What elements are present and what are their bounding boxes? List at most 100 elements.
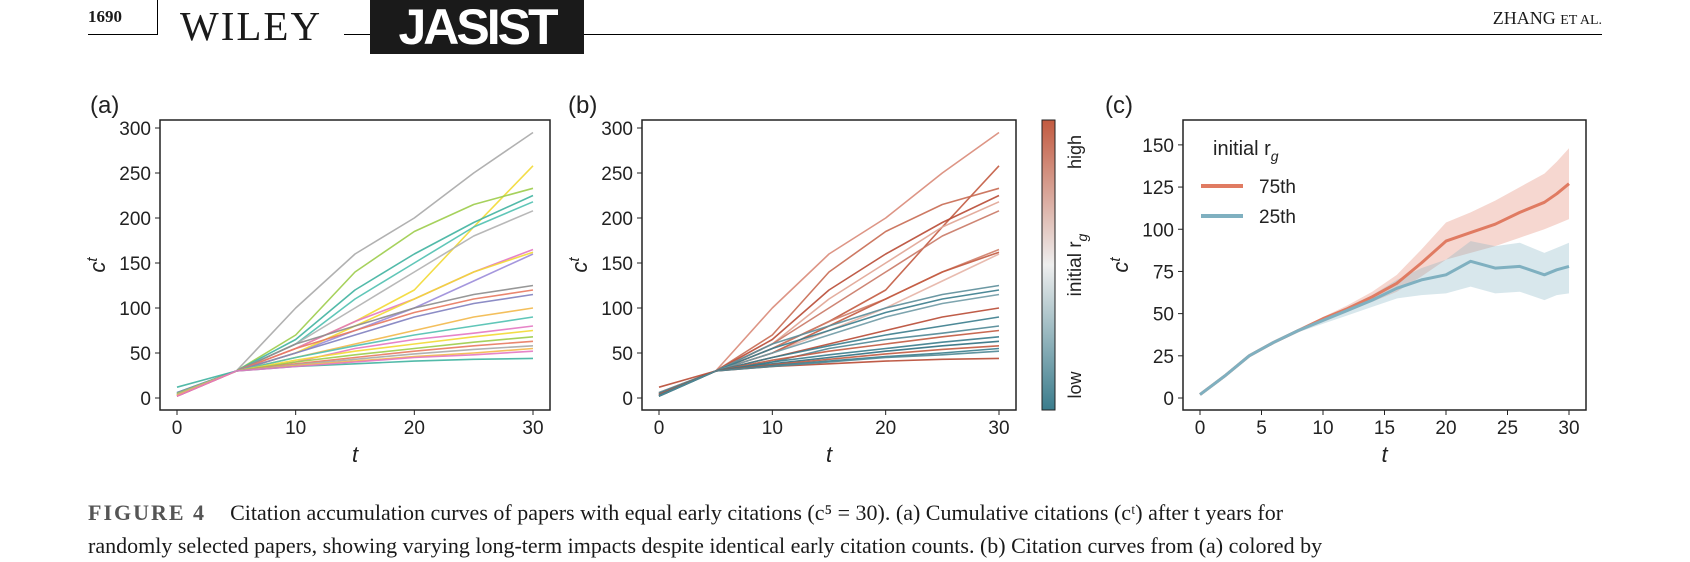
y-tick-label: 0 — [140, 389, 151, 410]
legend-entry: 75th — [1259, 177, 1296, 198]
series-line — [176, 289, 534, 397]
x-tick-label: 0 — [654, 418, 665, 439]
caption-line-1: FIGURE 4 Citation accumulation curves of … — [88, 496, 1608, 529]
legend: initial rg 75th 25th — [1201, 138, 1296, 228]
x-tick-label: 5 — [1256, 418, 1267, 439]
y-axis-label-sup: t — [1107, 257, 1124, 262]
y-tick-label: 0 — [622, 389, 633, 410]
publisher-logo: WILEY — [180, 3, 323, 49]
x-axis-label: t — [352, 442, 359, 467]
y-tick-label: 250 — [119, 164, 151, 185]
x-tick-label: 10 — [285, 418, 306, 439]
y-axis-label: ct — [566, 257, 592, 273]
header-rule-right — [584, 34, 1602, 35]
y-tick-label: 250 — [601, 164, 633, 185]
y-axis-label: ct — [84, 257, 110, 273]
series-line — [658, 201, 1000, 397]
page-header: 1690 WILEY JASIST ZHANG ET AL. — [0, 0, 1690, 60]
y-axis-label-sup: t — [566, 257, 583, 262]
plot-frame — [159, 119, 551, 411]
colorbar-high-label: high — [1065, 135, 1085, 169]
y-tick-label: 150 — [119, 254, 151, 275]
colorbar: high low initial rg — [1041, 119, 1090, 411]
x-axis-label: t — [826, 442, 833, 467]
series-line — [658, 316, 1000, 396]
x-tick-label: 30 — [988, 418, 1009, 439]
header-divider — [157, 0, 158, 34]
series-line — [176, 284, 534, 395]
series-line — [176, 350, 534, 397]
plot-frame — [641, 119, 1017, 411]
colorbar-title: initial rg — [1065, 233, 1090, 296]
y-tick-label: 25 — [1153, 347, 1174, 368]
header-rule-mid — [344, 34, 372, 35]
colorbar-title-sub: g — [1074, 233, 1090, 241]
x-tick-label: 0 — [1195, 418, 1206, 439]
series-line — [658, 350, 1000, 397]
y-tick-label: 50 — [612, 344, 633, 365]
y-axis-label-base: c — [85, 262, 110, 273]
authors-name: ZHANG — [1492, 8, 1556, 28]
y-tick-label: 200 — [601, 209, 633, 230]
authors-suffix: ET AL. — [1560, 13, 1602, 28]
series-line — [176, 201, 534, 397]
y-axis-label-sup: t — [84, 257, 101, 262]
y-tick-label: 50 — [130, 344, 151, 365]
series-line — [176, 329, 534, 397]
y-axis-label-base: c — [1108, 262, 1133, 273]
x-tick-label: 10 — [1312, 418, 1333, 439]
confidence-band — [1200, 241, 1569, 395]
caption-label: FIGURE 4 — [88, 500, 207, 525]
x-tick-label: 30 — [522, 418, 543, 439]
colorbar-title-text: initial r — [1065, 241, 1086, 297]
x-tick-label: 20 — [404, 418, 425, 439]
y-tick-label: 300 — [601, 119, 633, 140]
legend-title: initial rg — [1213, 138, 1279, 164]
colorbar-low-label: low — [1065, 370, 1085, 398]
legend-title-text: initial r — [1213, 138, 1271, 160]
page-number: 1690 — [88, 7, 122, 26]
y-tick-label: 100 — [601, 299, 633, 320]
caption-line-2: randomly selected papers, showing varyin… — [88, 533, 1323, 558]
y-axis-label-base: c — [567, 262, 592, 273]
x-axis-label: t — [1381, 442, 1388, 467]
x-tick-label: 25 — [1497, 418, 1518, 439]
y-tick-label: 0 — [1163, 389, 1174, 410]
y-axis-label: ct — [1107, 257, 1133, 273]
journal-logo: JASIST — [398, 0, 558, 55]
y-tick-label: 150 — [1142, 136, 1174, 157]
y-tick-label: 100 — [1142, 220, 1174, 241]
panel-label: (b) — [568, 92, 597, 119]
journal-logo-box — [370, 0, 584, 54]
y-tick-label: 100 — [119, 299, 151, 320]
panel-label: (a) — [90, 92, 119, 119]
x-tick-label: 0 — [172, 418, 183, 439]
legend-entry: 25th — [1259, 207, 1296, 228]
y-tick-label: 50 — [1153, 305, 1174, 326]
series-line — [658, 289, 1000, 397]
panel-label: (c) — [1105, 92, 1133, 119]
x-tick-label: 30 — [1558, 418, 1579, 439]
y-tick-label: 150 — [601, 254, 633, 275]
series-line — [176, 316, 534, 396]
running-authors: ZHANG ET AL. — [1493, 8, 1602, 29]
legend-title-sub: g — [1271, 148, 1279, 164]
header-rule-left — [88, 34, 158, 35]
series-line — [1199, 259, 1570, 396]
y-tick-label: 75 — [1153, 262, 1174, 283]
x-tick-label: 15 — [1374, 418, 1395, 439]
x-tick-label: 10 — [762, 418, 783, 439]
y-tick-label: 200 — [119, 209, 151, 230]
x-tick-label: 20 — [875, 418, 896, 439]
series-line — [658, 329, 1000, 397]
figure-caption: FIGURE 4 Citation accumulation curves of … — [88, 496, 1608, 562]
y-tick-label: 125 — [1142, 178, 1174, 199]
series-line — [658, 284, 1000, 395]
colorbar-bar — [1041, 119, 1056, 411]
y-tick-label: 300 — [119, 119, 151, 140]
caption-text-1: Citation accumulation curves of papers w… — [230, 500, 1284, 525]
